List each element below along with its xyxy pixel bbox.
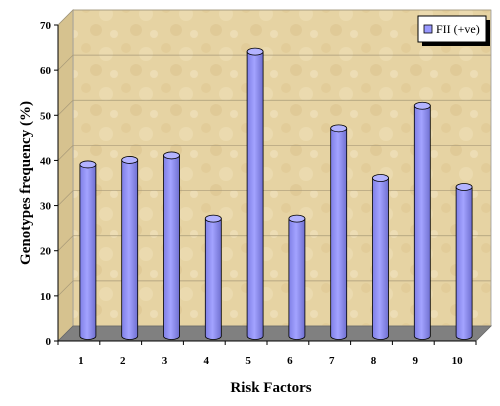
bar-body	[455, 186, 473, 340]
bar	[246, 47, 264, 340]
bar-body	[330, 127, 348, 340]
legend-label: FII (+ve)	[436, 22, 480, 36]
bar-body	[163, 155, 180, 340]
bar-body	[372, 177, 389, 340]
bar	[163, 151, 180, 340]
x-tick-label: 5	[245, 355, 251, 367]
bar-body	[288, 218, 306, 340]
x-axis: 1 2 3 4 5 6 7 8 9 10	[57, 340, 477, 367]
x-tick-label: 2	[120, 355, 126, 367]
bars	[79, 47, 473, 340]
bar-top	[204, 214, 222, 223]
bar-body	[79, 164, 97, 340]
y-gridline	[57, 145, 74, 161]
bar-top	[163, 151, 180, 160]
x-tick-label: 1	[78, 355, 84, 367]
x-tick-label: 10	[452, 355, 464, 367]
y-tick-label: 70	[40, 20, 52, 32]
bar-top	[246, 47, 264, 56]
y-tick-label: 40	[40, 155, 52, 167]
bar-top	[288, 214, 306, 223]
y-axis: 0 10 20 30 40 50 60 70	[40, 20, 59, 348]
x-tick-label: 8	[371, 355, 377, 367]
y-gridline	[57, 100, 74, 116]
bar-top	[330, 124, 348, 133]
bar	[79, 160, 97, 340]
x-axis-title: Risk Factors	[230, 380, 311, 396]
x-tick-label: 4	[204, 355, 210, 367]
y-tick-label: 10	[40, 291, 52, 303]
legend-swatch	[423, 24, 433, 34]
bar-body	[204, 218, 222, 340]
bar-top	[79, 160, 97, 169]
bar-body	[121, 159, 139, 340]
bar	[455, 183, 473, 340]
left-wall	[57, 9, 74, 342]
y-tick-label: 30	[40, 201, 52, 213]
y-axis-title: Genotypes frequency (%)	[18, 101, 34, 265]
y-tick-label: 50	[40, 110, 52, 122]
legend: FII (+ve)	[417, 15, 490, 46]
y-tick-label: 0	[46, 336, 52, 348]
y-gridline	[57, 190, 74, 206]
bar-top	[455, 183, 473, 191]
y-gridline	[57, 235, 74, 251]
bar-top	[372, 174, 389, 182]
bar-body	[246, 51, 264, 340]
y-gridline	[57, 280, 74, 297]
y-tick-label: 20	[40, 246, 52, 258]
x-tick-label: 3	[162, 355, 168, 367]
x-tick-label: 9	[413, 355, 419, 367]
bar	[121, 156, 139, 340]
bar-top	[413, 101, 431, 110]
bar	[288, 214, 306, 340]
x-tick-label: 6	[287, 355, 293, 367]
bar	[372, 174, 389, 340]
bar	[413, 101, 431, 340]
bar-top	[121, 156, 139, 164]
y-gridline	[57, 54, 74, 71]
bar	[330, 124, 348, 340]
x-tick-label: 7	[329, 355, 335, 367]
y-tick-label: 60	[40, 65, 52, 77]
bar-body	[413, 105, 431, 340]
bar	[204, 214, 222, 340]
y-gridline	[57, 9, 74, 26]
